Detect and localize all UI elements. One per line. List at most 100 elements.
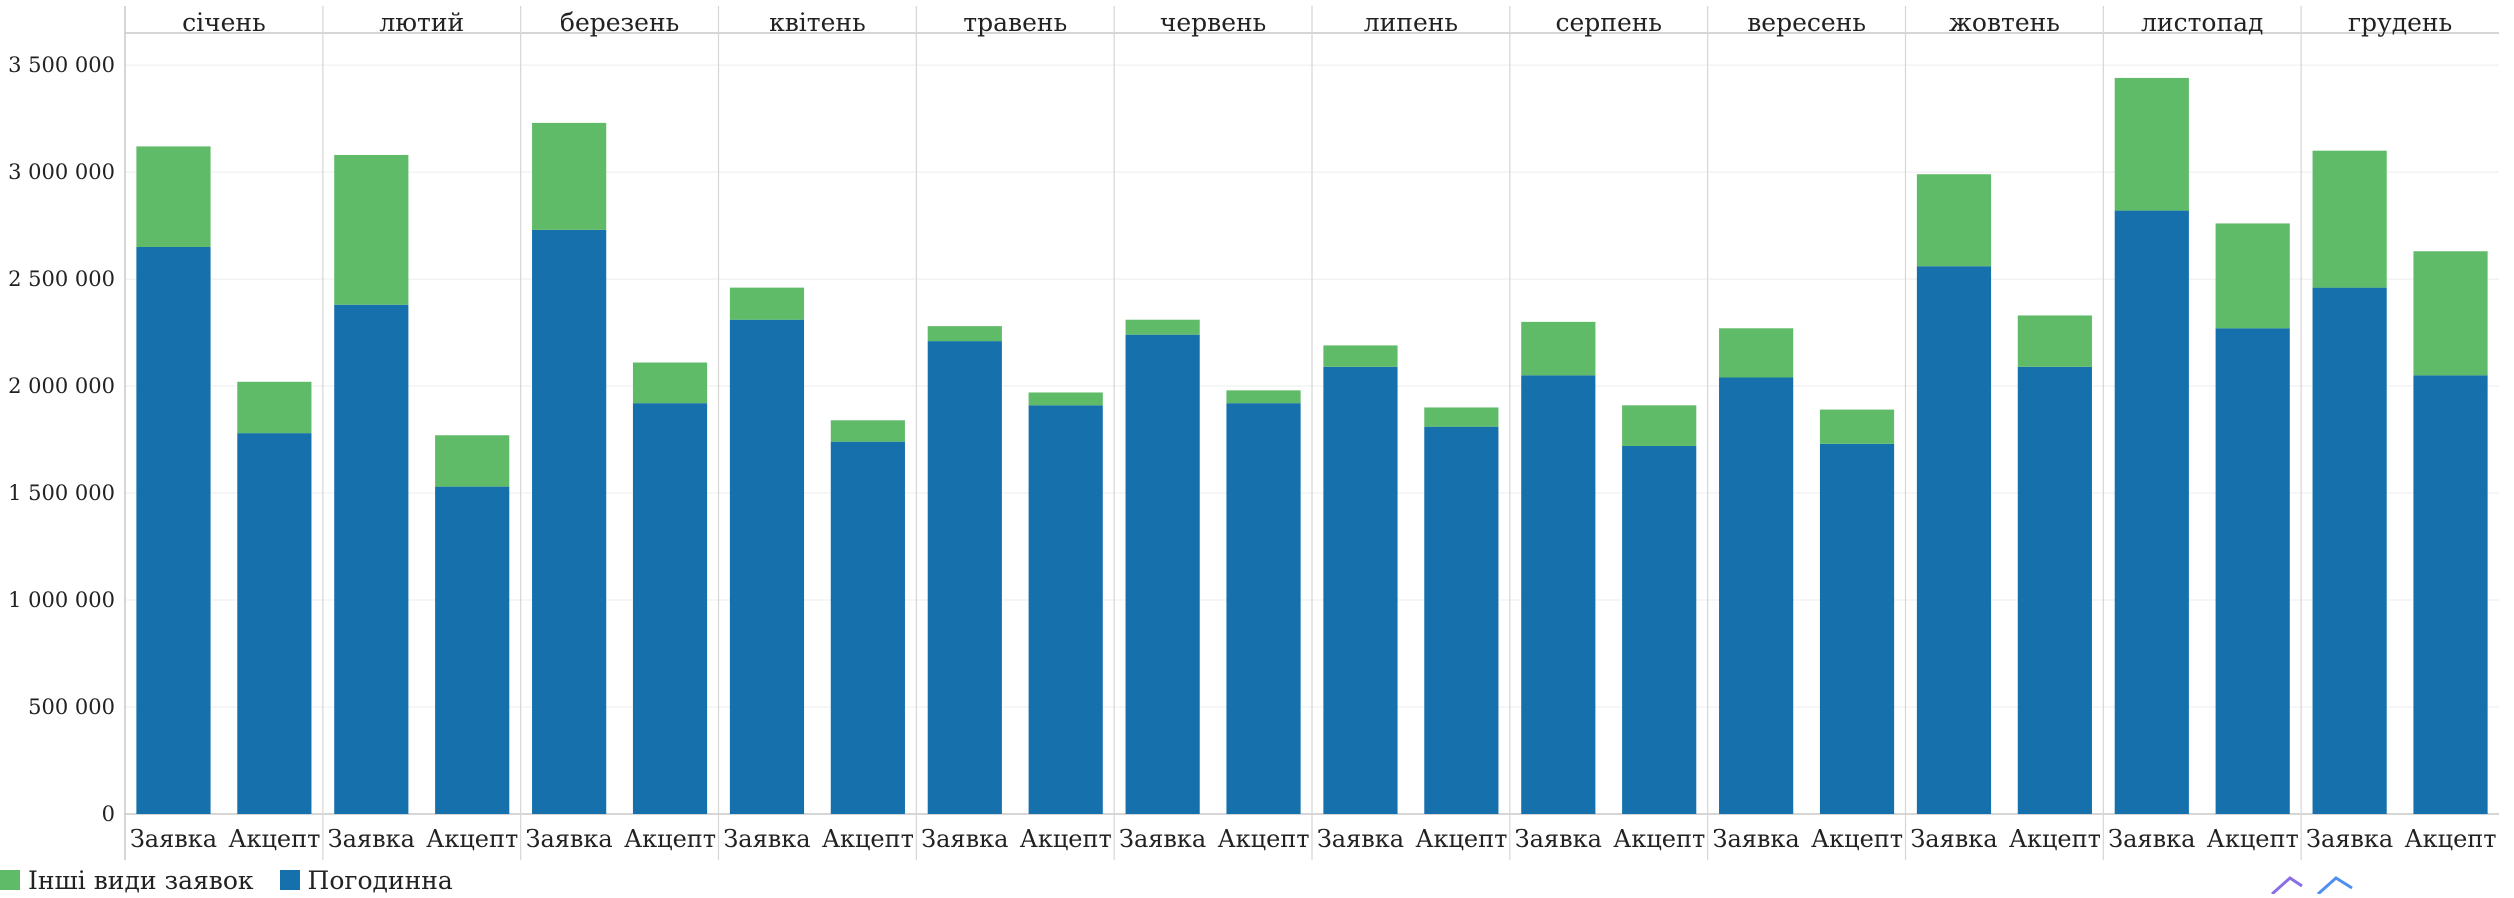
bar-segment-other: [729, 287, 805, 320]
bar-segment-hourly: [334, 304, 409, 814]
category-label: Заявка: [1119, 825, 1206, 853]
category-label: Акцепт: [2009, 825, 2101, 853]
bar-segment-hourly: [1226, 403, 1301, 814]
bar-segment-hourly: [2312, 287, 2387, 814]
category-label: Заявка: [2108, 825, 2195, 853]
bar-segment-other: [1916, 174, 1992, 267]
bar-segment-other: [2312, 150, 2387, 288]
category-label: Акцепт: [1020, 825, 1112, 853]
bar-segment-hourly: [2215, 328, 2290, 814]
bar-segment-hourly: [1323, 366, 1398, 814]
bar-segment-hourly: [1125, 334, 1200, 814]
bar-segment-other: [2413, 251, 2488, 376]
y-tick-label: 1 500 000: [8, 481, 115, 505]
bar-segment-hourly: [2413, 375, 2488, 814]
bar-segment-hourly: [237, 433, 312, 814]
bar-segment-hourly: [136, 246, 211, 814]
month-label: жовтень: [1949, 8, 2060, 37]
bar-segment-other: [136, 146, 211, 247]
category-label: Заявка: [2306, 825, 2393, 853]
bar-segment-other: [830, 420, 905, 442]
legend-swatch-other: [0, 870, 20, 890]
month-label: листопад: [2141, 8, 2263, 37]
bar-segment-other: [2114, 77, 2189, 211]
category-label: Акцепт: [1217, 825, 1309, 853]
bar-segment-other: [435, 435, 510, 487]
bar-segment-hourly: [532, 229, 607, 814]
y-tick-label: 3 500 000: [8, 53, 115, 77]
category-label: Акцепт: [1811, 825, 1903, 853]
category-label: Акцепт: [624, 825, 716, 853]
bar-segment-hourly: [1916, 266, 1992, 815]
category-label: Акцепт: [1613, 825, 1705, 853]
category-label: Акцепт: [822, 825, 914, 853]
category-label: Акцепт: [2404, 825, 2496, 853]
bar-segment-hourly: [2114, 210, 2189, 814]
legend-swatch-hourly: [279, 870, 300, 890]
bar-segment-hourly: [927, 341, 1002, 814]
bar-segment-hourly: [435, 486, 510, 814]
bar-segment-hourly: [1521, 375, 1596, 814]
month-label: липень: [1364, 8, 1458, 37]
bar-segment-hourly: [1424, 426, 1499, 814]
legend-label-hourly: Погодинна: [307, 865, 453, 895]
month-label: грудень: [2348, 8, 2452, 37]
category-label: Заявка: [921, 825, 1008, 853]
legend-item-other-requests[interactable]: Інші види заявок: [0, 866, 254, 895]
y-tick-label: 500 000: [28, 695, 115, 719]
y-tick-label: 1 000 000: [8, 588, 115, 612]
legend-item-hourly[interactable]: Погодинна: [279, 865, 453, 895]
bar-segment-hourly: [729, 319, 805, 814]
bar-segment-other: [2215, 223, 2290, 329]
month-label: травень: [963, 8, 1067, 37]
bar-segment-other: [1819, 409, 1895, 444]
y-tick-label: 2 000 000: [8, 374, 115, 398]
corner-logo-icon: [2271, 876, 2353, 894]
legend-label-other: Інші види заявок: [28, 865, 254, 895]
bar-segment-other: [632, 362, 708, 404]
bar-segment-other: [334, 154, 409, 305]
month-label: січень: [182, 8, 266, 37]
bar-segment-other: [1028, 392, 1103, 406]
month-label: вересень: [1747, 8, 1866, 37]
category-label: Заявка: [1910, 825, 1997, 853]
bar-segment-hourly: [632, 403, 708, 814]
category-label: Заявка: [328, 825, 415, 853]
bar-segment-other: [1424, 407, 1499, 427]
bar-segment-other: [1323, 345, 1398, 367]
y-tick-label: 3 000 000: [8, 160, 115, 184]
category-label: Заявка: [1515, 825, 1602, 853]
y-tick-label: 2 500 000: [8, 267, 115, 291]
category-label: Заявка: [526, 825, 613, 853]
category-label: Акцепт: [426, 825, 518, 853]
category-label: Акцепт: [1415, 825, 1507, 853]
bar-segment-other: [1125, 319, 1200, 335]
bar-segment-other: [927, 326, 1002, 342]
y-tick-label: 0: [102, 802, 115, 826]
bar-segment-other: [1622, 405, 1697, 446]
bar-segment-hourly: [1622, 445, 1697, 814]
bar-segment-other: [532, 122, 607, 230]
bar-segment-hourly: [1719, 377, 1794, 814]
chart-legend: Інші види заявок Погодинна: [0, 865, 453, 895]
category-label: Заявка: [723, 825, 810, 853]
month-label: квітень: [769, 8, 866, 37]
category-label: Заявка: [1317, 825, 1404, 853]
bar-segment-hourly: [2017, 366, 2092, 814]
month-label: серпень: [1555, 8, 1662, 37]
category-label: Акцепт: [228, 825, 320, 853]
category-label: Заявка: [130, 825, 217, 853]
bar-segment-other: [237, 381, 312, 434]
month-label: лютий: [379, 8, 464, 37]
bar-segment-other: [1226, 390, 1301, 404]
month-label: березень: [560, 8, 679, 37]
category-label: Акцепт: [2207, 825, 2299, 853]
bar-segment-hourly: [1819, 443, 1895, 814]
bar-segment-hourly: [830, 441, 905, 814]
bar-segment-other: [1719, 328, 1794, 378]
month-label: червень: [1160, 8, 1266, 37]
bar-segment-other: [2017, 315, 2092, 367]
bar-segment-hourly: [1028, 405, 1103, 814]
